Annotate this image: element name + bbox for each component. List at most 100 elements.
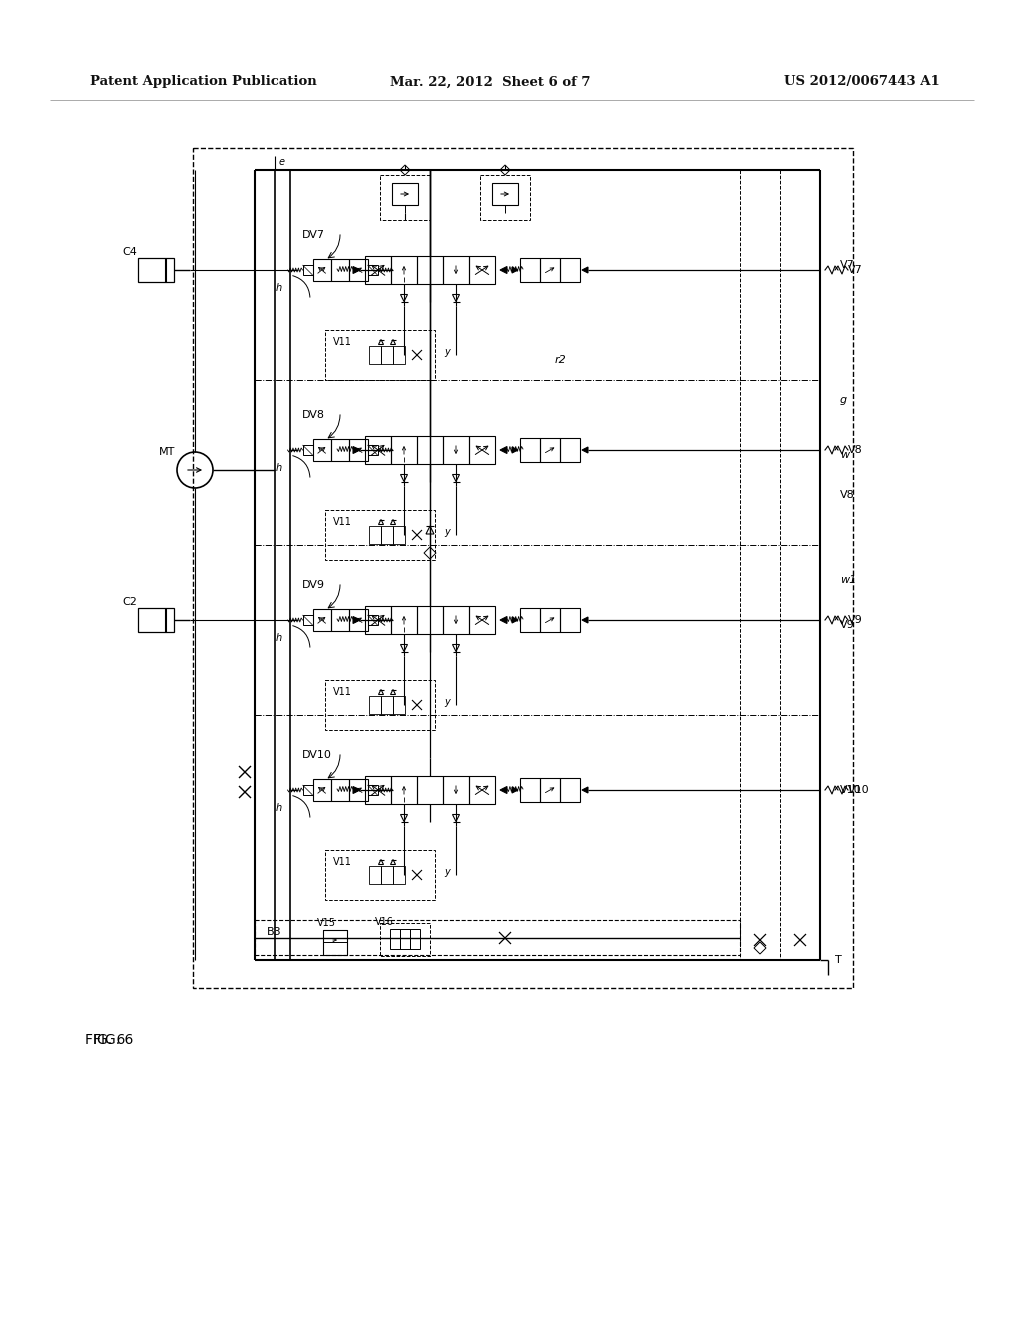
Text: C4: C4 [123, 247, 137, 257]
Bar [349, 609, 368, 631]
Bar [393, 866, 406, 884]
Bar [325, 850, 435, 900]
Bar [368, 265, 378, 275]
Bar [560, 777, 580, 803]
Bar [560, 609, 580, 632]
Bar [325, 330, 435, 380]
Bar [138, 257, 174, 282]
Bar [443, 256, 469, 284]
Bar [410, 929, 420, 949]
Polygon shape [512, 267, 518, 273]
Bar [380, 176, 430, 220]
Bar [540, 609, 560, 632]
Text: DV9: DV9 [302, 579, 325, 590]
Text: V10: V10 [840, 785, 861, 795]
Bar [138, 609, 174, 632]
Bar [560, 257, 580, 282]
Bar [391, 776, 417, 804]
Bar [369, 696, 381, 714]
Polygon shape [500, 787, 507, 793]
Text: V8: V8 [840, 490, 855, 500]
Bar [381, 525, 393, 544]
Text: B3: B3 [267, 927, 282, 937]
Text: V15: V15 [317, 917, 336, 928]
Bar [469, 776, 495, 804]
Polygon shape [353, 267, 360, 273]
Bar [520, 777, 540, 803]
Text: V9: V9 [848, 615, 863, 624]
Bar [369, 346, 381, 364]
Bar [392, 183, 418, 205]
Text: V16: V16 [375, 917, 394, 927]
Text: V11: V11 [333, 337, 352, 347]
Bar [540, 438, 560, 462]
Bar [369, 525, 381, 544]
Text: FIG. 6: FIG. 6 [85, 1034, 125, 1047]
Text: y: y [444, 347, 450, 356]
Text: V10: V10 [848, 785, 869, 795]
Bar [255, 920, 740, 954]
Bar [331, 779, 349, 801]
Text: V11: V11 [333, 517, 352, 527]
Bar [520, 438, 540, 462]
Text: DV7: DV7 [302, 230, 325, 240]
Polygon shape [353, 616, 360, 623]
Bar [302, 265, 312, 275]
Bar [349, 259, 368, 281]
Bar [520, 257, 540, 282]
Bar [325, 680, 435, 730]
Bar [480, 176, 530, 220]
Text: r2: r2 [554, 355, 566, 366]
Bar [331, 609, 349, 631]
Bar [368, 615, 378, 624]
Bar [312, 609, 331, 631]
Bar [331, 440, 349, 461]
Bar [302, 785, 312, 795]
Bar [560, 438, 580, 462]
Text: e: e [279, 157, 285, 168]
Text: MT: MT [159, 447, 175, 457]
Bar [369, 866, 381, 884]
Bar [400, 929, 410, 949]
Text: T: T [835, 954, 842, 965]
Bar [443, 606, 469, 634]
Text: V9: V9 [840, 620, 855, 630]
Bar [391, 436, 417, 465]
Bar [520, 609, 540, 632]
Bar [540, 777, 560, 803]
Text: Patent Application Publication: Patent Application Publication [90, 75, 316, 88]
Bar [443, 436, 469, 465]
Polygon shape [582, 616, 588, 623]
Bar [349, 779, 368, 801]
Bar [365, 606, 391, 634]
Text: V11: V11 [333, 686, 352, 697]
Bar [365, 256, 391, 284]
Bar [349, 440, 368, 461]
Text: g: g [840, 395, 847, 405]
Bar [368, 785, 378, 795]
Bar [381, 346, 393, 364]
Bar [323, 931, 347, 954]
Bar [492, 183, 518, 205]
Bar [323, 931, 347, 942]
Bar [312, 259, 331, 281]
Bar [365, 436, 391, 465]
Polygon shape [500, 267, 507, 273]
Text: y: y [444, 867, 450, 876]
Polygon shape [582, 267, 588, 273]
Polygon shape [512, 616, 518, 623]
Polygon shape [500, 446, 507, 454]
Text: h: h [275, 803, 282, 813]
Polygon shape [353, 446, 360, 454]
Bar [302, 615, 312, 624]
Bar [325, 510, 435, 560]
Bar [393, 525, 406, 544]
Bar [393, 696, 406, 714]
Text: Mar. 22, 2012  Sheet 6 of 7: Mar. 22, 2012 Sheet 6 of 7 [390, 75, 590, 88]
Bar [380, 923, 430, 956]
Bar [365, 776, 391, 804]
Bar [368, 445, 378, 455]
Polygon shape [582, 447, 588, 453]
Bar [417, 436, 443, 465]
Bar [193, 148, 853, 987]
